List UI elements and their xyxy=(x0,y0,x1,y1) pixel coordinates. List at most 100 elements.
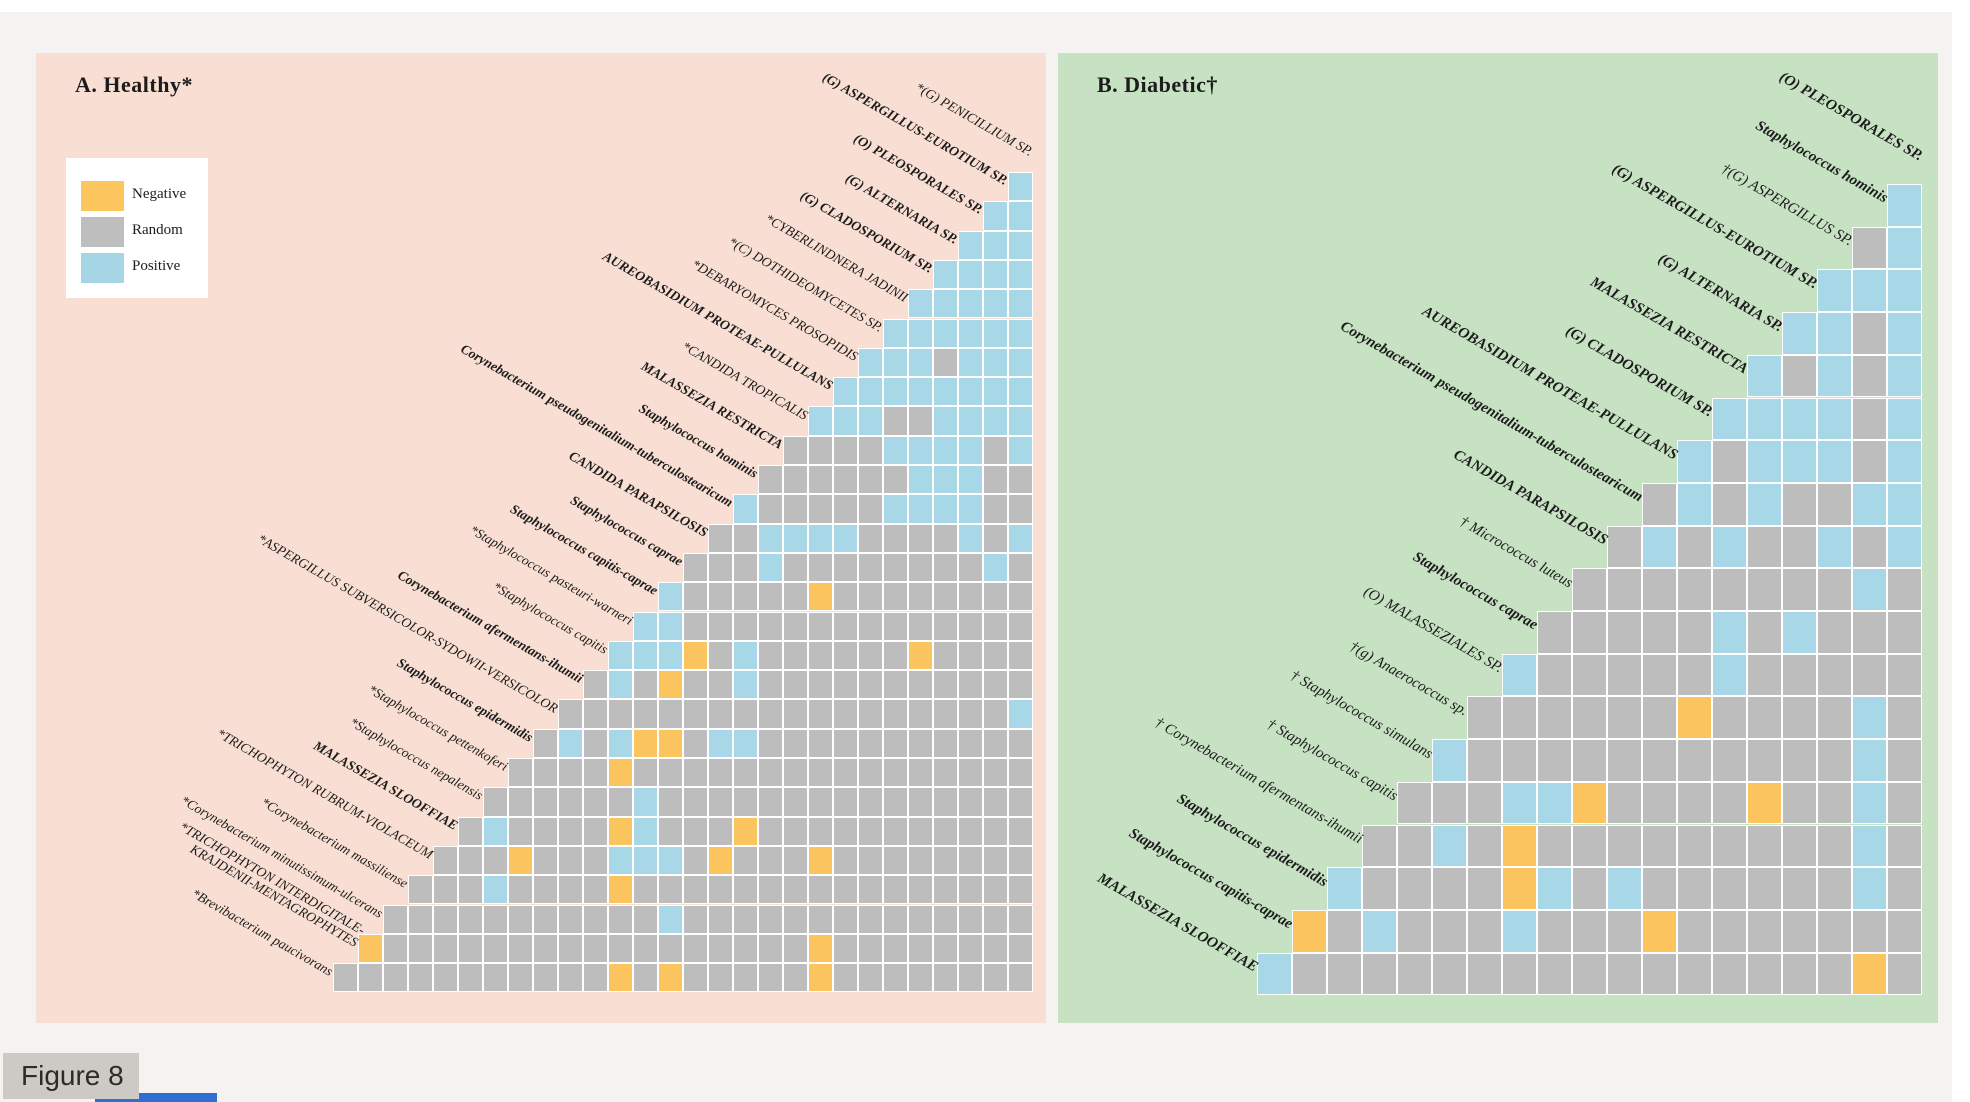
matrix-cell xyxy=(708,552,733,583)
matrix-cell xyxy=(708,904,733,934)
matrix-cell xyxy=(808,875,833,905)
matrix-cell xyxy=(1887,354,1922,398)
matrix-cell xyxy=(608,816,633,846)
matrix-cell xyxy=(1747,909,1782,953)
matrix-cell xyxy=(908,465,933,495)
matrix-cell xyxy=(1642,611,1677,654)
matrix-cell xyxy=(1747,739,1782,782)
matrix-cell xyxy=(858,640,883,671)
matrix-cell xyxy=(1852,611,1887,654)
matrix-cell xyxy=(883,347,908,378)
matrix-cell xyxy=(908,523,933,553)
matrix-cell xyxy=(783,670,808,700)
matrix-cell xyxy=(1537,909,1572,953)
matrix-cell xyxy=(658,640,683,671)
matrix-cell xyxy=(658,699,683,729)
matrix-cell xyxy=(758,552,783,583)
matrix-cell xyxy=(1008,435,1033,465)
matrix-cell xyxy=(983,494,1008,524)
matrix-cell xyxy=(383,904,408,934)
matrix-cell xyxy=(658,728,683,758)
matrix-cell xyxy=(833,963,858,993)
matrix-cell xyxy=(533,758,558,788)
matrix-cell xyxy=(483,904,508,934)
matrix-cell xyxy=(883,523,908,553)
matrix-cell xyxy=(1008,347,1033,378)
matrix-cell xyxy=(1712,909,1747,953)
taxon-label: † Corynebacterium afermentans-ihumii xyxy=(1151,714,1366,848)
matrix-cell xyxy=(1642,696,1677,740)
matrix-cell xyxy=(908,845,933,876)
matrix-cell xyxy=(833,699,858,729)
matrix-cell xyxy=(733,963,758,993)
matrix-cell xyxy=(583,699,608,729)
matrix-cell xyxy=(883,875,908,905)
matrix-cell xyxy=(1817,867,1852,910)
matrix-cell xyxy=(1782,397,1817,441)
matrix-cell xyxy=(1852,568,1887,611)
matrix-cell xyxy=(858,875,883,905)
taxon-label: (O) PLEOSPORALES SP. xyxy=(851,131,986,218)
matrix-cell xyxy=(808,758,833,788)
matrix-cell xyxy=(858,494,883,524)
matrix-cell xyxy=(883,963,908,993)
matrix-cell xyxy=(583,875,608,905)
matrix-cell xyxy=(683,640,708,671)
matrix-cell xyxy=(958,552,983,583)
matrix-cell xyxy=(358,963,383,993)
matrix-cell xyxy=(908,318,933,348)
matrix-cell xyxy=(683,552,708,583)
matrix-cell xyxy=(833,523,858,553)
matrix-cell xyxy=(908,670,933,700)
matrix-cell xyxy=(633,875,658,905)
matrix-cell xyxy=(1747,611,1782,654)
matrix-cell xyxy=(1537,696,1572,740)
panel-healthy: A. Healthy* Negative Random Positive *(G… xyxy=(36,53,1046,1023)
matrix-cell xyxy=(933,435,958,465)
matrix-cell xyxy=(1008,758,1033,788)
matrix-cell xyxy=(1467,696,1502,740)
matrix-cell xyxy=(1817,696,1852,740)
matrix-cell xyxy=(1502,867,1537,910)
matrix-cell xyxy=(1362,824,1397,868)
matrix-cell xyxy=(983,640,1008,671)
matrix-cell xyxy=(833,816,858,846)
matrix-cell xyxy=(708,640,733,671)
matrix-cell xyxy=(983,699,1008,729)
matrix-cell xyxy=(633,699,658,729)
matrix-cell xyxy=(1887,482,1922,526)
matrix-cell xyxy=(683,582,708,612)
matrix-cell xyxy=(608,728,633,758)
matrix-cell xyxy=(1747,354,1782,398)
matrix-cell xyxy=(983,816,1008,846)
matrix-cell xyxy=(558,845,583,876)
matrix-cell xyxy=(933,582,958,612)
matrix-cell xyxy=(708,699,733,729)
matrix-cell xyxy=(1712,440,1747,483)
matrix-cell xyxy=(883,787,908,817)
matrix-cell xyxy=(458,875,483,905)
matrix-cell xyxy=(783,845,808,876)
matrix-cell xyxy=(683,728,708,758)
matrix-cell xyxy=(583,816,608,846)
matrix-cell xyxy=(333,963,358,993)
matrix-cell xyxy=(1782,739,1817,782)
matrix-cell xyxy=(958,728,983,758)
matrix-cell xyxy=(933,816,958,846)
matrix-cell xyxy=(808,406,833,436)
matrix-cell xyxy=(908,640,933,671)
matrix-cell xyxy=(783,933,808,964)
matrix-cell xyxy=(1008,259,1033,290)
matrix-cell xyxy=(1008,377,1033,407)
matrix-cell xyxy=(858,816,883,846)
matrix-cell xyxy=(633,611,658,641)
matrix-cell xyxy=(1008,289,1033,319)
matrix-cell xyxy=(608,963,633,993)
matrix-cell xyxy=(733,523,758,553)
matrix-cell xyxy=(1432,739,1467,782)
matrix-cell xyxy=(733,640,758,671)
matrix-cell xyxy=(833,406,858,436)
matrix-cell xyxy=(583,670,608,700)
matrix-cell xyxy=(883,552,908,583)
